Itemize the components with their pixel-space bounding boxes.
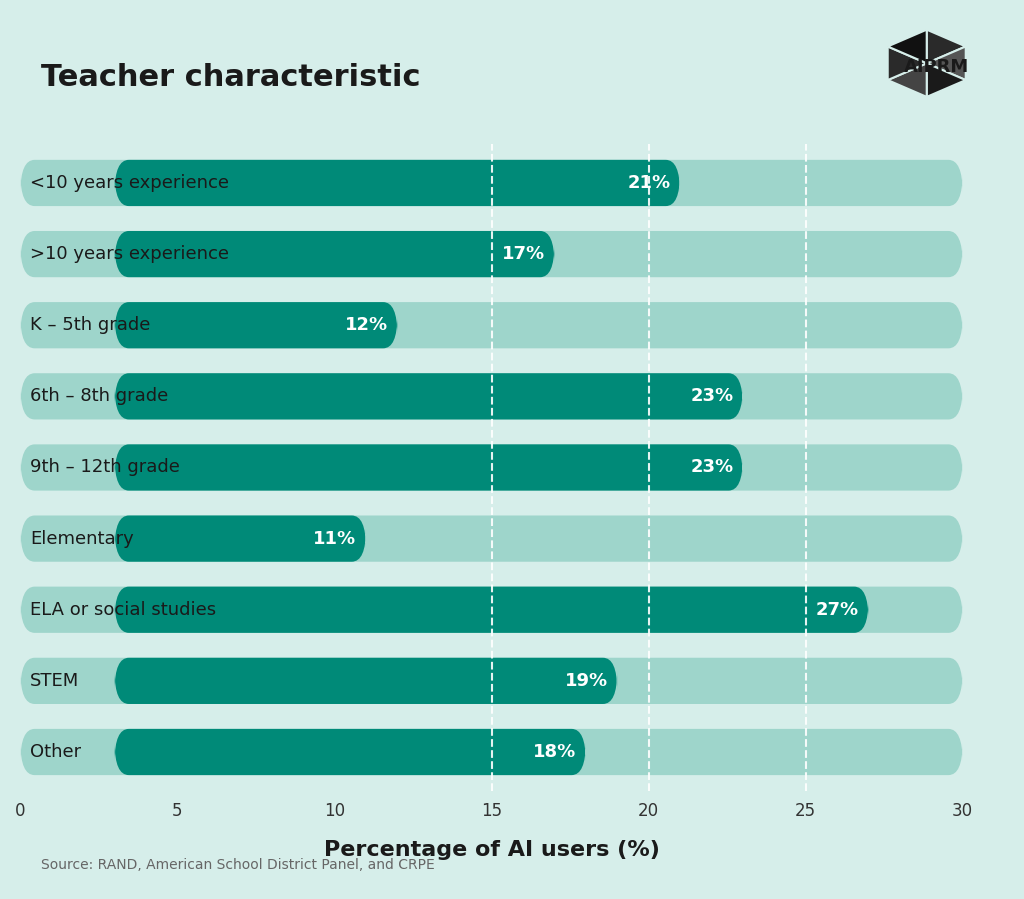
Text: >10 years experience: >10 years experience [30, 245, 229, 263]
Text: 27%: 27% [816, 601, 859, 619]
Text: 21%: 21% [628, 174, 671, 192]
FancyBboxPatch shape [115, 302, 397, 348]
FancyBboxPatch shape [115, 231, 554, 277]
Text: <10 years experience: <10 years experience [30, 174, 229, 192]
Text: Other: Other [30, 743, 81, 761]
Polygon shape [888, 30, 927, 63]
FancyBboxPatch shape [20, 160, 963, 206]
Text: Teacher characteristic: Teacher characteristic [41, 63, 421, 92]
Polygon shape [927, 30, 966, 63]
Text: K – 5th grade: K – 5th grade [30, 316, 151, 334]
FancyBboxPatch shape [20, 515, 963, 562]
X-axis label: Percentage of AI users (%): Percentage of AI users (%) [324, 840, 659, 859]
Polygon shape [888, 47, 927, 80]
FancyBboxPatch shape [115, 444, 742, 491]
FancyBboxPatch shape [115, 658, 617, 704]
FancyBboxPatch shape [115, 729, 586, 775]
FancyBboxPatch shape [115, 160, 680, 206]
Text: 17%: 17% [502, 245, 545, 263]
Text: 9th – 12th grade: 9th – 12th grade [30, 458, 180, 476]
FancyBboxPatch shape [115, 515, 366, 562]
Text: 12%: 12% [345, 316, 388, 334]
Text: 6th – 8th grade: 6th – 8th grade [30, 387, 168, 405]
FancyBboxPatch shape [20, 658, 963, 704]
Text: 11%: 11% [313, 530, 356, 547]
Text: Source: RAND, American School District Panel, and CRPE: Source: RAND, American School District P… [41, 858, 435, 872]
Text: 19%: 19% [564, 672, 607, 690]
Text: STEM: STEM [30, 672, 79, 690]
Text: 23%: 23% [690, 458, 733, 476]
FancyBboxPatch shape [20, 587, 963, 633]
Text: 23%: 23% [690, 387, 733, 405]
Text: AIPRM: AIPRM [904, 58, 970, 76]
FancyBboxPatch shape [20, 231, 963, 277]
FancyBboxPatch shape [20, 729, 963, 775]
Polygon shape [888, 63, 927, 97]
FancyBboxPatch shape [115, 373, 742, 420]
FancyBboxPatch shape [20, 302, 963, 348]
Text: ELA or social studies: ELA or social studies [30, 601, 216, 619]
Polygon shape [927, 63, 966, 97]
FancyBboxPatch shape [20, 444, 963, 491]
Text: 18%: 18% [534, 743, 577, 761]
FancyBboxPatch shape [115, 587, 868, 633]
Polygon shape [927, 47, 966, 80]
FancyBboxPatch shape [20, 373, 963, 420]
Text: Elementary: Elementary [30, 530, 134, 547]
